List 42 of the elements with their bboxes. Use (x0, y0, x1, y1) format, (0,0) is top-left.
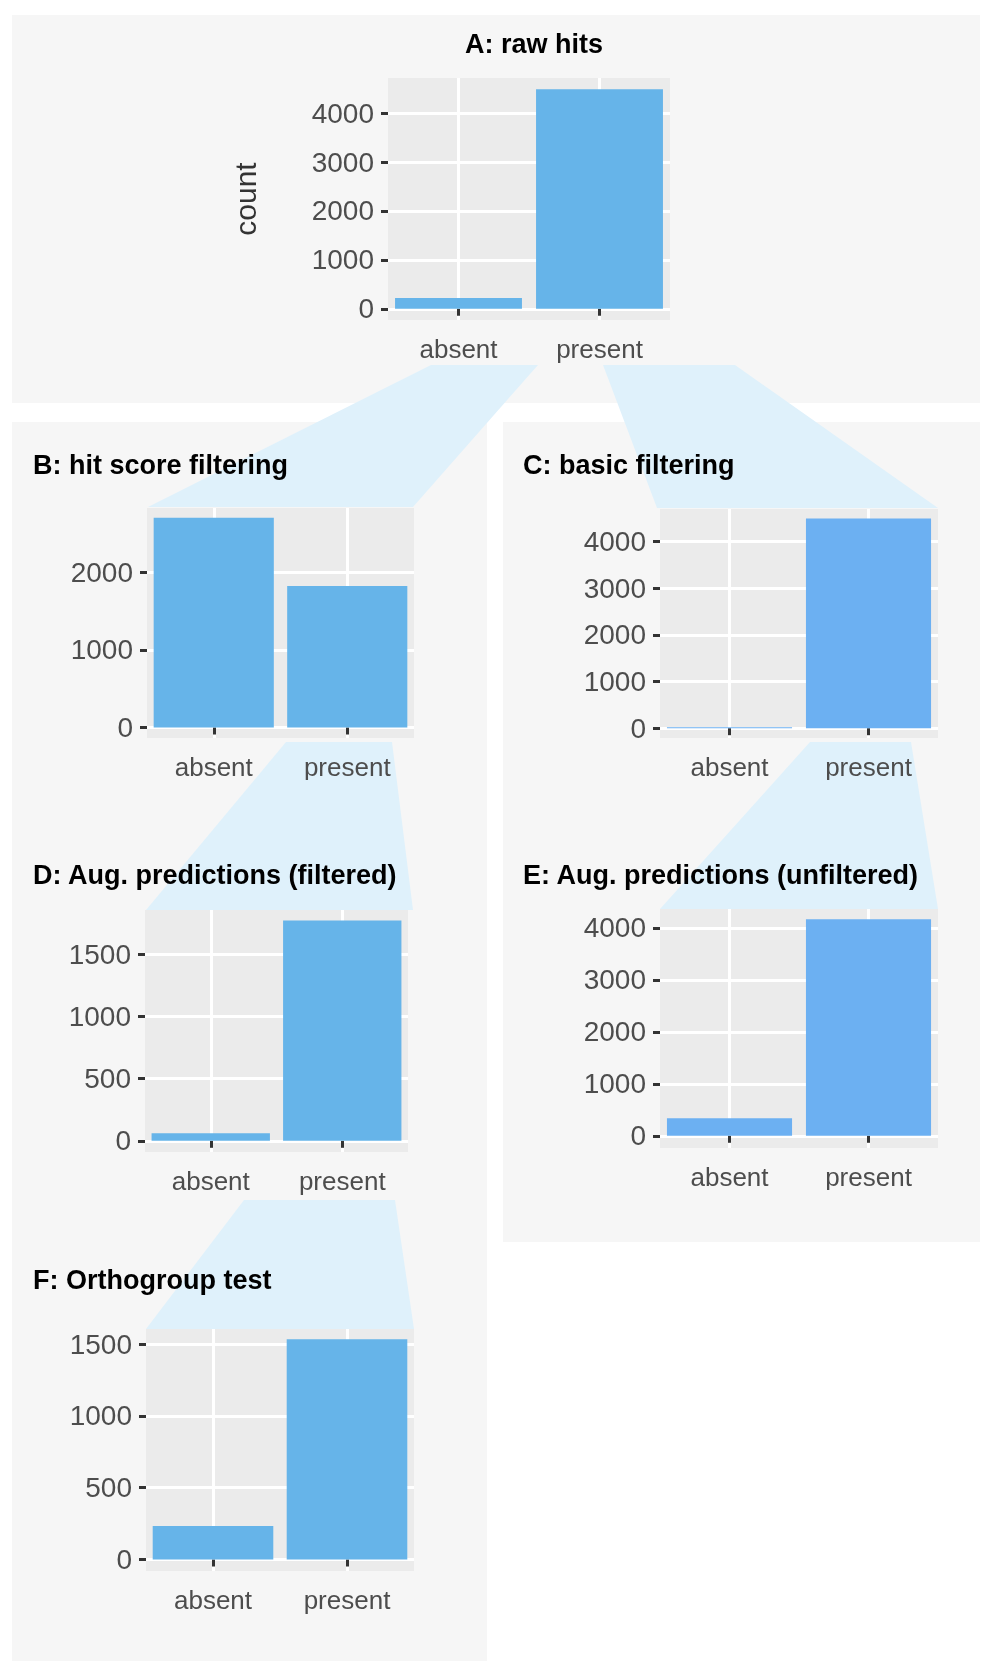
x-tick-label: present (298, 1166, 387, 1196)
chart-title: F: Orthogroup test (33, 1264, 272, 1295)
y-tick-label: 1500 (68, 938, 131, 970)
x-tick-label: absent (690, 1162, 770, 1192)
y-tick-label: 2000 (70, 556, 133, 588)
y-tick-label: 0 (117, 712, 133, 744)
chart-title: A: raw hits (464, 28, 604, 59)
x-tick-label: absent (174, 752, 254, 782)
chart-title: B: hit score filtering (33, 449, 289, 480)
y-axis-title: count (228, 161, 262, 236)
y-tick-label: 0 (358, 293, 374, 325)
y-tick-label: 0 (630, 712, 646, 744)
y-tick-label: 2000 (583, 619, 646, 651)
y-tick-label: 1000 (583, 1068, 646, 1100)
chart-title: D: Aug. predictions (filtered) (33, 859, 397, 890)
y-tick-label: 1000 (68, 1000, 131, 1032)
x-tick-label: absent (171, 1166, 251, 1196)
x-tick-label: absent (173, 1585, 253, 1615)
y-tick-label: 500 (85, 1472, 132, 1504)
y-tick-label: 3000 (583, 572, 646, 604)
y-tick-label: 1000 (70, 634, 133, 666)
y-tick-label: 500 (84, 1063, 131, 1095)
y-tick-label: 1000 (69, 1400, 132, 1432)
y-tick-label: 0 (630, 1120, 646, 1152)
x-tick-label: absent (690, 752, 770, 782)
y-tick-label: 4000 (583, 525, 646, 557)
x-tick-label: present (303, 1585, 392, 1615)
y-tick-label: 4000 (583, 912, 646, 944)
y-tick-label: 3000 (583, 964, 646, 996)
chart-title: E: Aug. predictions (unfiltered) (523, 859, 918, 890)
x-tick-label: present (556, 334, 644, 364)
x-tick-label: absent (419, 334, 499, 364)
y-tick-label: 1500 (69, 1328, 132, 1360)
y-tick-label: 0 (116, 1544, 132, 1576)
y-tick-label: 1000 (583, 666, 646, 698)
y-tick-label: 2000 (583, 1016, 646, 1048)
y-tick-label: 0 (115, 1125, 131, 1157)
chart-title: C: basic filtering (523, 449, 735, 480)
y-tick-label: 4000 (311, 97, 374, 129)
y-tick-label: 1000 (311, 244, 374, 276)
y-tick-label: 2000 (311, 195, 374, 227)
y-tick-label: 3000 (311, 146, 374, 178)
